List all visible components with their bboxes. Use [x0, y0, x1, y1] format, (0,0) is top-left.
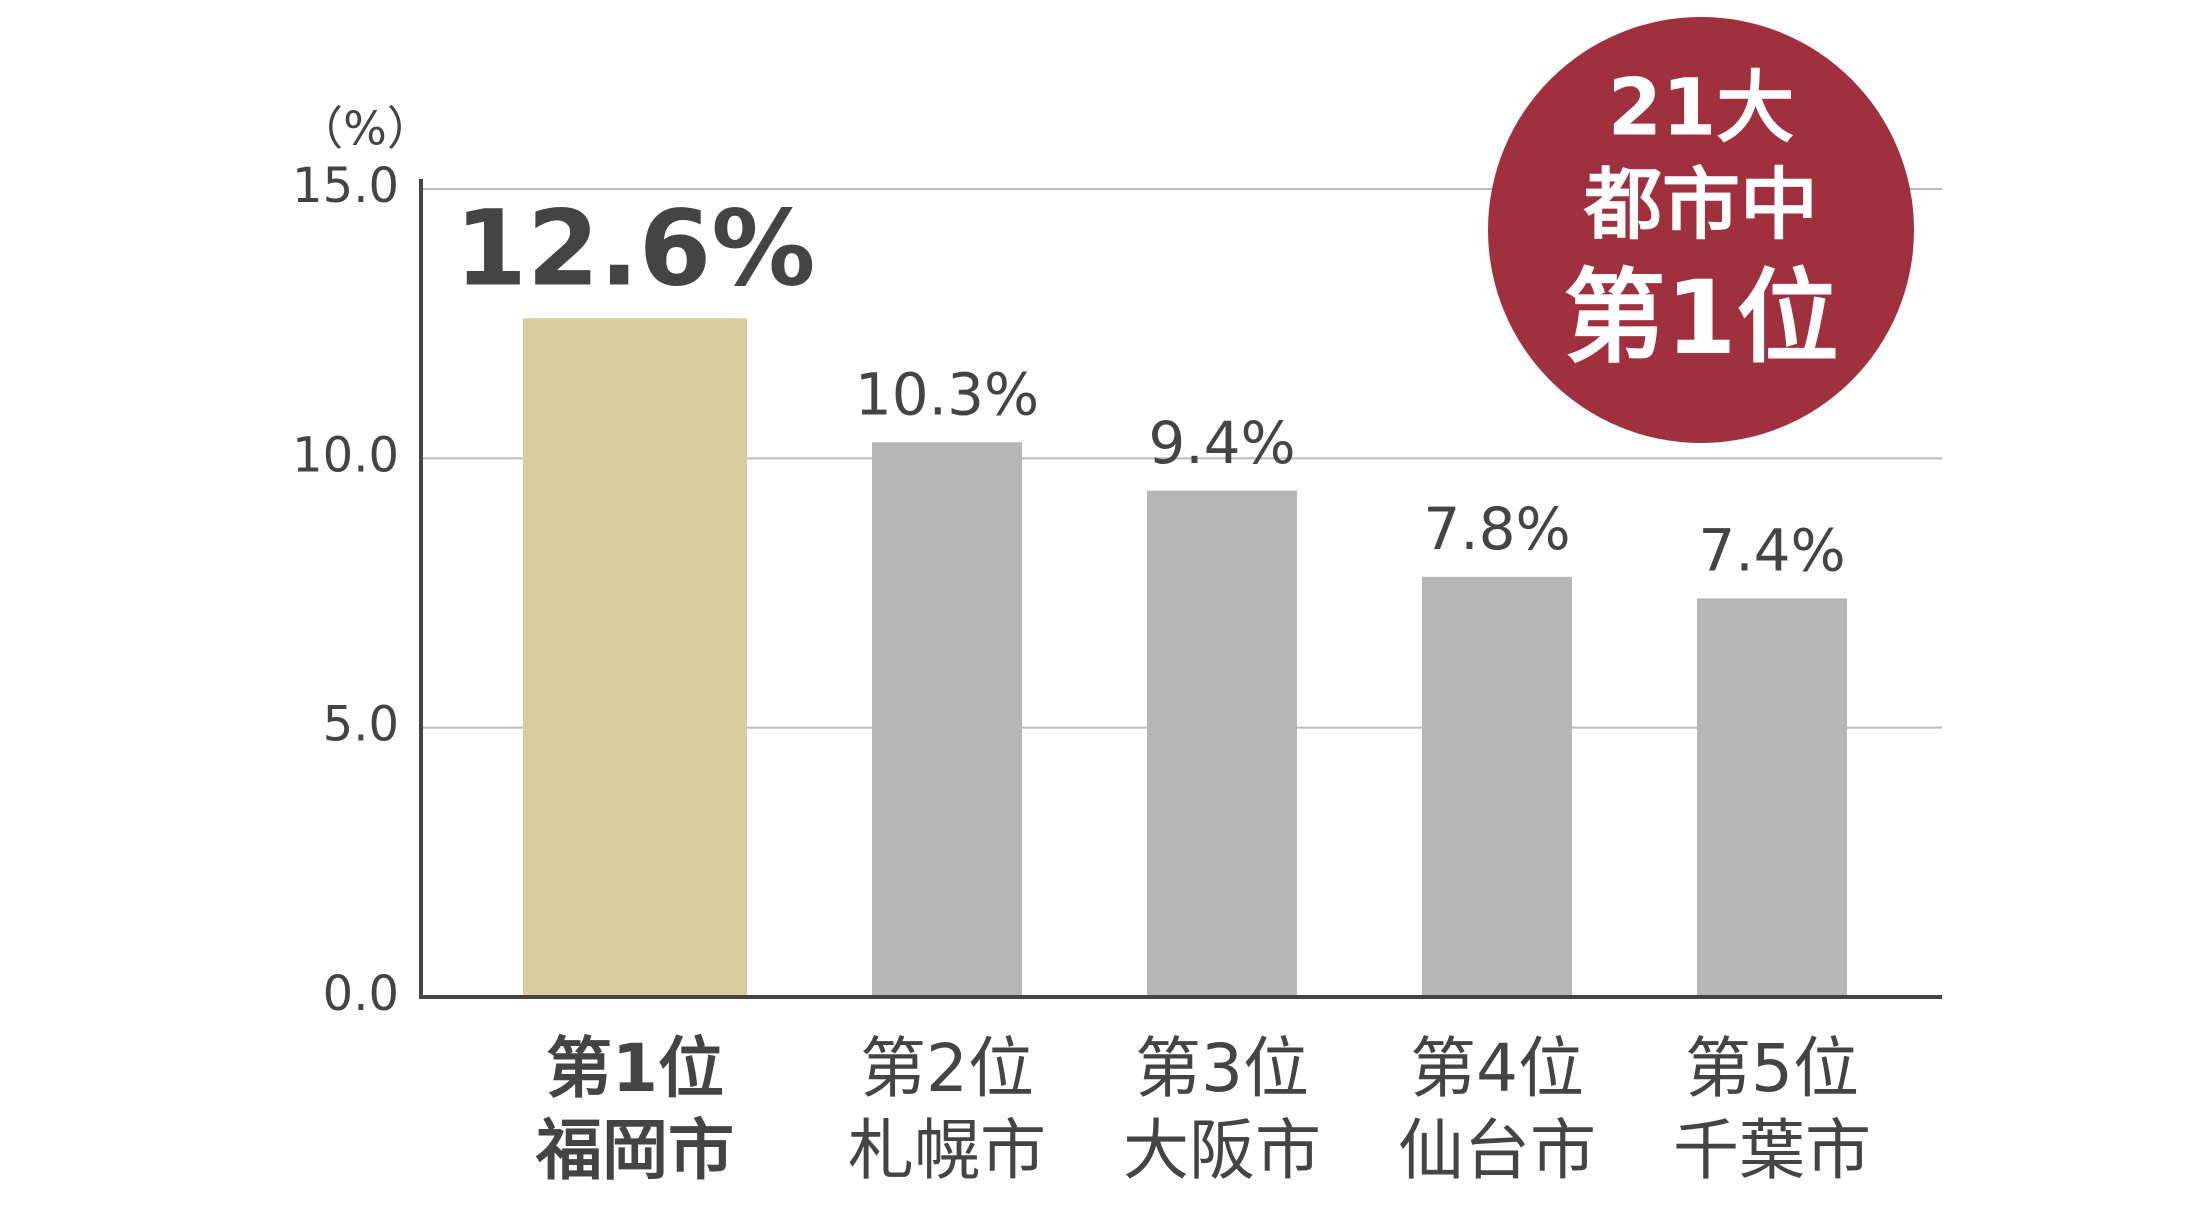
x-tick-label: 第5位 — [1685, 1030, 1859, 1107]
data-label: 7.4% — [1698, 516, 1845, 584]
x-tick-label: 大阪市 — [1123, 1112, 1321, 1189]
bar — [523, 318, 747, 997]
x-tick-label: 仙台市 — [1398, 1112, 1596, 1189]
y-tick-label: 10.0 — [292, 427, 399, 483]
bar — [872, 442, 1022, 997]
x-tick-label: 第4位 — [1410, 1030, 1584, 1107]
x-tick-label: 福岡市 — [535, 1112, 734, 1189]
badge-text: 都市中 — [1583, 160, 1818, 250]
data-label: 12.6% — [455, 188, 816, 310]
bar — [1147, 490, 1297, 997]
y-tick-label: 5.0 — [323, 697, 399, 753]
data-label: 10.3% — [855, 360, 1039, 428]
badge — [1488, 17, 1914, 443]
data-label: 7.8% — [1423, 495, 1570, 563]
y-axis-label: （%） — [297, 102, 433, 156]
x-tick-label: 第2位 — [860, 1030, 1034, 1107]
data-label: 9.4% — [1148, 409, 1295, 477]
badge-text: 21大 — [1608, 63, 1795, 153]
badge-text: 第1位 — [1564, 259, 1839, 378]
x-tick-label: 第3位 — [1135, 1030, 1309, 1107]
y-tick-label: 0.0 — [323, 966, 399, 1022]
bar — [1422, 576, 1572, 997]
x-tick-label: 千葉市 — [1673, 1112, 1871, 1189]
bar — [1697, 598, 1847, 997]
y-tick-label: 15.0 — [292, 158, 399, 214]
x-tick-label: 札幌市 — [848, 1112, 1046, 1189]
x-tick-label: 第1位 — [546, 1030, 724, 1107]
